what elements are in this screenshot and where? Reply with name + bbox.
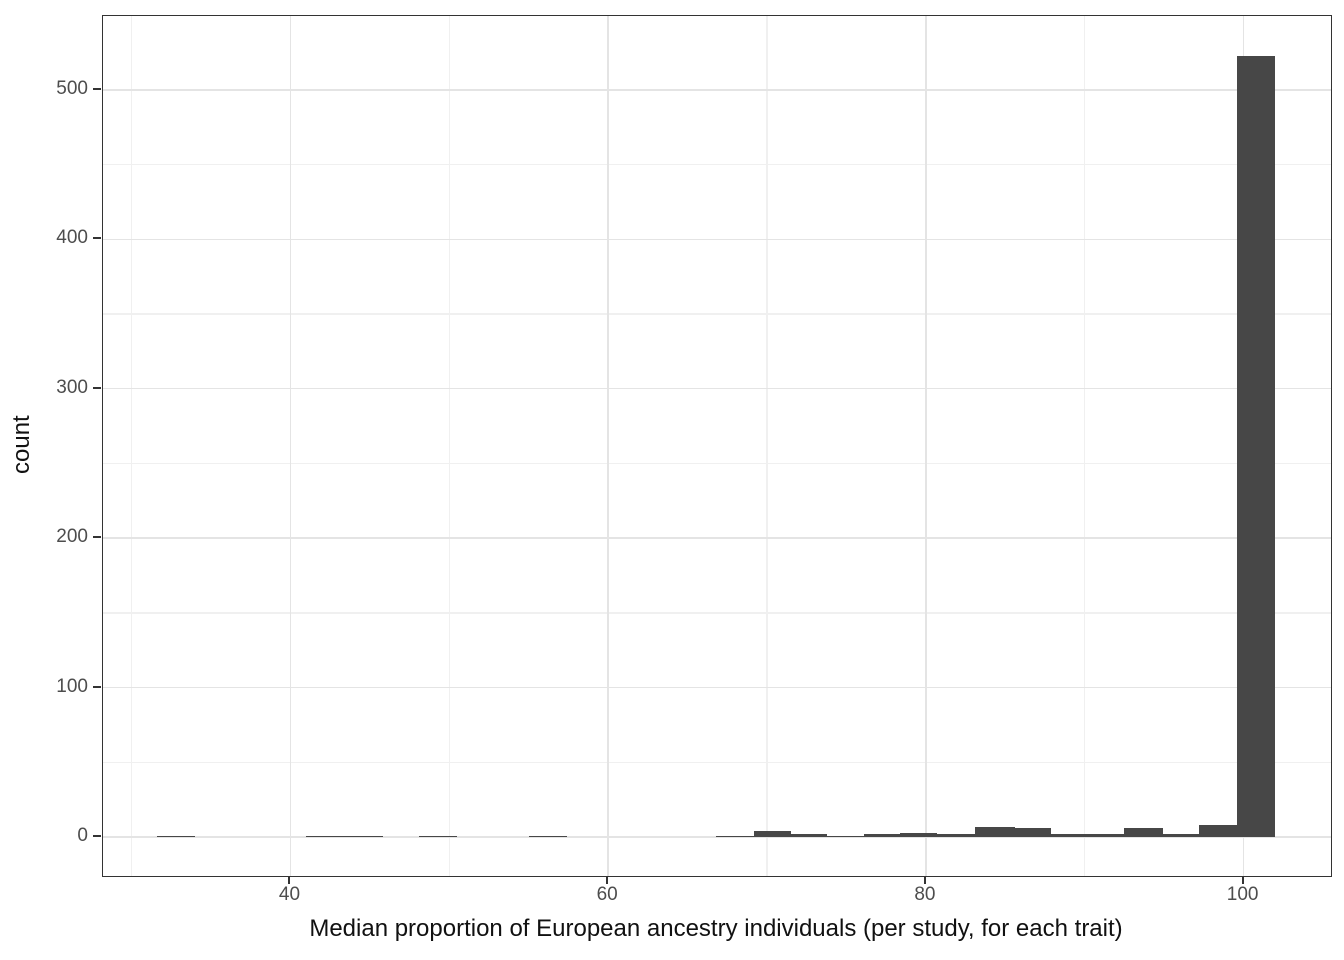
histogram-bar <box>716 835 755 837</box>
histogram-bar <box>827 835 864 837</box>
histogram-bar <box>157 835 196 837</box>
histogram-bar <box>419 835 458 837</box>
histogram-bar <box>900 832 938 837</box>
histogram-bar <box>1199 825 1238 837</box>
minor-gridline-x <box>1084 16 1086 876</box>
x-tick-label: 100 <box>1226 884 1259 905</box>
histogram-bar <box>937 834 976 837</box>
histogram-bar <box>344 835 383 837</box>
x-tick-mark <box>923 876 926 884</box>
y-tick-mark <box>93 237 101 240</box>
y-tick-label: 200 <box>56 526 88 548</box>
y-axis-title: count <box>8 415 35 475</box>
y-tick-mark <box>93 87 101 90</box>
histogram-bar <box>528 835 567 837</box>
major-gridline-y <box>103 537 1331 539</box>
y-tick-label: 300 <box>56 376 88 398</box>
y-tick-mark <box>93 685 101 688</box>
minor-gridline-y <box>103 313 1331 315</box>
histogram-bar <box>754 831 791 837</box>
major-gridline-y <box>103 686 1331 689</box>
histogram-bar <box>1087 834 1125 837</box>
histogram-bar <box>1162 834 1200 837</box>
x-tick-mark <box>606 876 609 884</box>
x-tick-label: 60 <box>596 884 618 905</box>
minor-gridline-x <box>448 16 450 876</box>
major-gridline-x <box>925 16 927 876</box>
y-tick-mark <box>93 536 101 539</box>
histogram-bar <box>1051 834 1088 837</box>
histogram-bar <box>1124 828 1163 837</box>
major-gridline-y <box>103 89 1331 91</box>
minor-gridline-y <box>103 761 1331 763</box>
y-tick-mark <box>93 835 101 837</box>
major-gridline-y <box>103 836 1331 838</box>
y-tick-label: 400 <box>56 227 88 249</box>
minor-gridline-y <box>103 163 1331 166</box>
histogram-bar <box>863 834 901 837</box>
x-tick-mark <box>1241 876 1244 884</box>
minor-gridline-y <box>103 462 1331 465</box>
major-gridline-y <box>103 388 1331 390</box>
minor-gridline-y <box>103 612 1331 614</box>
minor-gridline-x <box>766 16 768 876</box>
x-tick-mark <box>288 876 291 884</box>
y-tick-label: 500 <box>56 77 88 99</box>
y-tick-label: 100 <box>56 675 88 697</box>
x-tick-label: 80 <box>914 884 936 905</box>
histogram-bar <box>306 835 345 837</box>
x-axis-title: Median proportion of European ancestry i… <box>309 915 1123 942</box>
y-tick-label: 0 <box>77 825 88 846</box>
histogram-bar <box>1014 828 1052 837</box>
plot-panel <box>102 15 1332 877</box>
major-gridline-x <box>289 16 292 876</box>
histogram-bar <box>1237 55 1276 837</box>
major-gridline-y <box>103 238 1331 241</box>
x-tick-label: 40 <box>278 884 301 905</box>
y-tick-mark <box>93 386 101 389</box>
minor-gridline-x <box>130 16 133 876</box>
histogram-bar <box>975 826 1015 837</box>
histogram-bar <box>790 834 828 837</box>
major-gridline-x <box>607 16 609 876</box>
